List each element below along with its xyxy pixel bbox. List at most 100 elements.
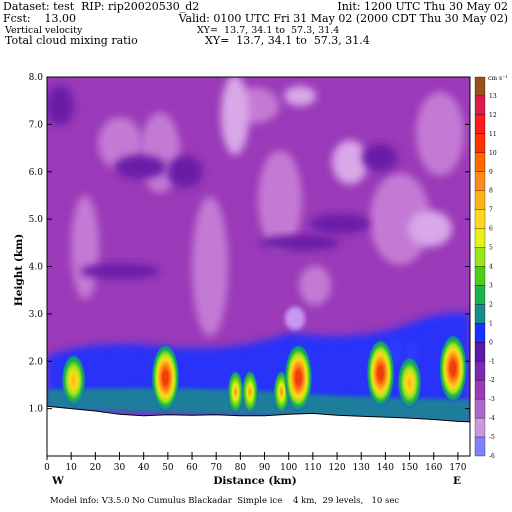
updraft-region [416,91,464,176]
updraft-region [299,265,331,306]
cloud-core [242,370,259,415]
colorbar-label: 5 [489,245,493,252]
x-tick-label: 90 [259,463,271,473]
pale-streak [285,306,305,331]
field1-name: Vertical velocity [5,25,83,36]
colorbar-label: 6 [489,226,493,233]
x-tick-label: 60 [186,463,198,473]
colorbar-swatch [474,152,486,172]
x-tick-label: 120 [328,463,345,473]
field2-xsec: XY= 13.7, 34.1 to 57.3, 31.4 [205,34,370,47]
cloud-core [227,370,244,415]
downdraft-region [47,85,74,126]
colorbar-label: 9 [489,169,493,176]
x-tick-label: 80 [235,463,247,473]
weak-updraft-region [221,77,249,155]
init-time: Init: 1200 UTC Thu 30 May 02 [337,0,508,13]
x-tick-label: 110 [304,463,321,473]
y-tick-label: 2.0 [29,357,44,367]
downdraft-region [362,143,398,172]
cloud-core [61,354,86,407]
colorbar-label: 10 [489,150,497,157]
field1-xsec: XY= 13.7, 34.1 to 57.3, 31.4 [197,25,340,36]
y-tick-label: 1.0 [29,405,44,415]
cloud-core [151,343,180,412]
y-tick-label: 5.0 [29,215,44,225]
colorbar-swatch [474,304,486,324]
y-axis: 1.0 2.0 3.0 4.0 5.0 6.0 7.0 8.0 [29,73,470,415]
model-info: Model info: V3.5.0 No Cumulus Blackadar … [50,496,400,506]
weak-updraft-region [284,85,316,106]
x-tick-label: 10 [65,463,77,473]
low-level-teal-band [47,388,470,423]
west-label: W [51,475,64,487]
colorbar-label: 1 [489,320,493,327]
colorbar-swatch [474,228,486,248]
colorbar-swatch [474,285,486,305]
field-layer [47,77,470,456]
cloud-core [366,339,395,408]
field2-name: Total cloud mixing ratio [5,34,138,47]
colorbar-swatch [474,417,486,438]
updraft-region [370,173,430,266]
downdraft-region [80,263,160,280]
colorbar-swatch [474,361,486,381]
colorbar-label: -4 [489,415,495,422]
colorbar-swatch [474,398,486,419]
updraft-region [192,196,228,337]
colorbar-label: 8 [489,188,493,195]
updraft-region [258,150,302,251]
colorbar-swatch [474,342,486,362]
y-tick-label: 6.0 [29,168,44,178]
x-tick-label: 20 [90,463,102,473]
colorbar-swatch [474,133,486,153]
updraft-region [71,195,99,300]
x-axis: 0 10 20 30 40 50 60 70 80 90 100 110 120 130 140 150 160… [44,452,467,473]
colorbar-label: 0 [489,339,493,346]
colorbar-swatch [474,114,486,135]
x-tick-label: 160 [425,463,442,473]
y-tick-label: 3.0 [29,310,44,320]
y-tick-label: 8.0 [29,73,44,83]
colorbar-swatch [474,76,486,97]
colorbar-label: 4 [489,264,493,271]
x-tick-label: 70 [210,463,222,473]
weak-updraft-region [408,210,452,247]
x-tick-label: 150 [401,463,418,473]
colorbar-label: 11 [489,131,497,138]
valid-time: Valid: 0100 UTC Fri 31 May 02 (2000 CDT … [178,12,508,25]
terrain-fill [46,405,471,457]
colorbar-swatch [474,209,486,229]
weak-updraft-region [332,140,368,185]
colorbar-label: -2 [489,377,495,384]
colorbar-swatch [474,190,486,210]
colorbar-label: 12 [489,112,497,119]
forecast-hour: Fcst: 13.00 [3,12,77,25]
downdraft-region [310,213,370,234]
x-tick-label: 40 [138,463,150,473]
colorbar-swatch [474,266,486,286]
colorbar-label: -5 [489,434,495,441]
east-label: E [453,475,461,487]
colorbar-swatch [474,95,486,116]
colorbar-label: -1 [489,358,495,365]
x-tick-label: 30 [114,463,126,473]
colorbar-swatch [474,247,486,267]
colorbar-label: 2 [489,301,493,308]
colorbar-label: -3 [489,396,495,403]
colorbar-label: -6 [489,453,495,460]
colorbar-swatch [474,171,486,191]
cloud-core [284,343,313,412]
y-axis-title: Height (km) [13,234,25,306]
x-tick-label: 0 [44,463,50,473]
x-tick-label: 50 [162,463,174,473]
colorbar-label: 7 [489,207,493,214]
colorbar-swatch [474,323,486,343]
x-tick-label: 140 [377,463,394,473]
dataset-title: Dataset: test RIP: rip20020530_d2 [3,0,200,13]
downdraft-region [114,155,166,180]
downdraft-region [167,155,203,188]
cloud-core [397,356,422,409]
